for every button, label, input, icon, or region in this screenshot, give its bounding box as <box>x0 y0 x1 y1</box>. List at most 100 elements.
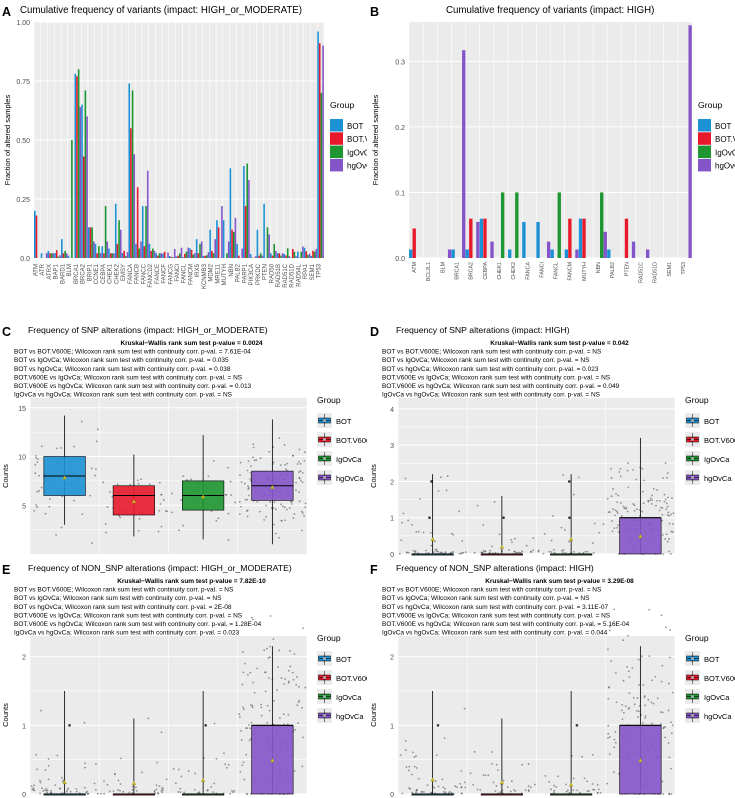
svg-text:PTEN: PTEN <box>624 262 630 276</box>
svg-text:Group: Group <box>317 395 341 405</box>
svg-text:BOT: BOT <box>336 655 352 664</box>
svg-text:PTEN: PTEN <box>263 264 269 280</box>
svg-text:BCL2L1: BCL2L1 <box>426 262 432 281</box>
svg-text:0: 0 <box>22 792 26 798</box>
svg-text:Group: Group <box>330 100 354 110</box>
svg-text:IgOvCa vs hgOvCa; Wilcoxon ran: IgOvCa vs hgOvCa; Wilcoxon rank sum test… <box>14 392 233 399</box>
svg-text:IgOvCa: IgOvCa <box>336 455 362 464</box>
svg-text:FANCA: FANCA <box>128 264 134 284</box>
svg-text:IgOvCa: IgOvCa <box>704 455 730 464</box>
svg-text:BOT.V600E vs IgOvCa; Wilcoxon: BOT.V600E vs IgOvCa; Wilcoxon rank sum t… <box>382 374 611 381</box>
svg-text:hgOvCa: hgOvCa <box>347 162 367 171</box>
svg-text:BRCA1: BRCA1 <box>74 263 80 284</box>
svg-text:IRX5: IRX5 <box>195 263 201 277</box>
svg-text:KCNMB3: KCNMB3 <box>202 263 208 289</box>
svg-text:BLM: BLM <box>440 262 446 273</box>
svg-text:BOT.V600E: BOT.V600E <box>347 135 367 144</box>
svg-text:2: 2 <box>22 655 26 662</box>
svg-text:RAD51C: RAD51C <box>283 263 289 287</box>
svg-text:BOT vs hgOvCa; Wilcoxon rank s: BOT vs hgOvCa; Wilcoxon rank sum test wi… <box>14 366 231 373</box>
svg-text:Fraction of altered samples: Fraction of altered samples <box>371 95 380 186</box>
svg-text:FANCB: FANCB <box>135 264 141 284</box>
svg-text:Kruskal−Wallis rank sum test p: Kruskal−Wallis rank sum test p-value = 0… <box>120 340 262 347</box>
svg-text:Kruskal−Wallis rank sum test p: Kruskal−Wallis rank sum test p-value = 3… <box>485 578 634 585</box>
svg-text:TP53: TP53 <box>317 263 323 278</box>
svg-text:Kruskal−Wallis rank sum test p: Kruskal−Wallis rank sum test p-value = 0… <box>490 340 629 347</box>
svg-text:FANCC: FANCC <box>141 263 147 284</box>
svg-text:hgOvCa: hgOvCa <box>704 712 732 721</box>
svg-text:ATM: ATM <box>412 262 418 273</box>
svg-text:BRIP1: BRIP1 <box>87 263 93 281</box>
svg-text:MUTYH: MUTYH <box>222 264 228 285</box>
svg-text:PALB2: PALB2 <box>236 263 242 282</box>
svg-text:E: E <box>2 563 10 577</box>
svg-text:C: C <box>2 325 11 339</box>
svg-text:15: 15 <box>18 406 26 413</box>
svg-text:SEM1: SEM1 <box>310 263 316 280</box>
svg-text:F: F <box>370 563 378 577</box>
svg-text:BOT vs IgOvCa; Wilcoxon rank s: BOT vs IgOvCa; Wilcoxon rank sum test wi… <box>382 357 590 364</box>
svg-text:RAD54L: RAD54L <box>296 263 302 286</box>
svg-text:PIK3CA: PIK3CA <box>249 264 255 285</box>
svg-text:EMSY: EMSY <box>121 264 127 281</box>
svg-text:ATR: ATR <box>40 263 46 275</box>
svg-text:BARD1: BARD1 <box>60 263 66 284</box>
svg-text:BOT: BOT <box>704 655 720 664</box>
svg-text:5: 5 <box>22 503 26 510</box>
svg-text:BOT vs IgOvCa; Wilcoxon rank s: BOT vs IgOvCa; Wilcoxon rank sum test wi… <box>14 357 229 364</box>
svg-text:hgOvCa: hgOvCa <box>336 712 364 721</box>
svg-text:RAD51D: RAD51D <box>290 263 296 287</box>
svg-text:0.75: 0.75 <box>16 79 30 86</box>
svg-text:hgOvCa: hgOvCa <box>715 162 735 171</box>
svg-text:ATRX: ATRX <box>47 264 53 280</box>
svg-text:Cumulative frequency of varian: Cumulative frequency of variants (impact… <box>20 5 302 16</box>
svg-text:Group: Group <box>317 633 341 643</box>
svg-text:IgOvCa vs hgOvCa; Wilcoxon ran: IgOvCa vs hgOvCa; Wilcoxon rank sum test… <box>382 630 608 637</box>
svg-text:FANCM: FANCM <box>567 262 573 281</box>
svg-text:Frequency of SNP alterations (: Frequency of SNP alterations (impact: HI… <box>28 325 268 335</box>
svg-text:BOT.V600E vs hgOvCa; Wilcoxon: BOT.V600E vs hgOvCa; Wilcoxon rank sum t… <box>14 383 252 390</box>
svg-text:Group: Group <box>685 395 709 405</box>
svg-text:NBN: NBN <box>596 262 602 273</box>
svg-text:0: 0 <box>390 792 394 798</box>
svg-text:A: A <box>2 5 11 19</box>
svg-text:FANCI: FANCI <box>539 262 545 278</box>
svg-text:BOT: BOT <box>704 417 720 426</box>
svg-text:0.3: 0.3 <box>395 59 405 66</box>
svg-text:NBN: NBN <box>229 264 235 277</box>
svg-text:D: D <box>370 325 379 339</box>
svg-text:BRCA2: BRCA2 <box>468 262 474 280</box>
svg-text:BOT.V600E vs IgOvCa; Wilcoxon: BOT.V600E vs IgOvCa; Wilcoxon rank sum t… <box>14 374 243 381</box>
svg-text:0.50: 0.50 <box>16 138 30 145</box>
svg-text:1: 1 <box>390 723 394 730</box>
svg-text:3: 3 <box>390 443 394 450</box>
svg-text:FANCG: FANCG <box>168 264 174 285</box>
svg-text:ATM: ATM <box>33 264 39 276</box>
svg-text:4: 4 <box>390 407 394 414</box>
svg-text:FANCL: FANCL <box>553 262 559 279</box>
svg-text:FANCA: FANCA <box>525 262 531 280</box>
svg-text:BOT: BOT <box>715 122 732 131</box>
svg-text:RAD51C: RAD51C <box>638 262 644 283</box>
svg-text:BOT.V600E vs IgOvCa; Wilcoxon: BOT.V600E vs IgOvCa; Wilcoxon rank sum t… <box>14 612 243 619</box>
svg-text:BOT.V600E vs IgOvCa; Wilcoxon: BOT.V600E vs IgOvCa; Wilcoxon rank sum t… <box>382 612 611 619</box>
svg-text:RAD50: RAD50 <box>269 263 275 283</box>
svg-text:0.0: 0.0 <box>395 256 405 263</box>
svg-text:1.00: 1.00 <box>16 20 30 27</box>
svg-text:BLM: BLM <box>67 264 73 276</box>
svg-text:Cumulative frequency of varian: Cumulative frequency of variants (impact… <box>446 5 654 16</box>
svg-text:BOT.V600E vs hgOvCa; Wilcoxon: BOT.V600E vs hgOvCa; Wilcoxon rank sum t… <box>382 621 630 628</box>
svg-text:Frequency of SNP alterations (: Frequency of SNP alterations (impact: HI… <box>396 325 570 335</box>
svg-text:BRCA1: BRCA1 <box>454 262 460 280</box>
svg-text:IgOvCa: IgOvCa <box>715 148 735 157</box>
svg-text:Counts: Counts <box>369 703 378 727</box>
svg-text:FANCF: FANCF <box>162 264 168 284</box>
svg-text:CHEK2: CHEK2 <box>114 263 120 284</box>
svg-text:Group: Group <box>685 633 709 643</box>
svg-text:PARP1: PARP1 <box>242 263 248 283</box>
svg-text:Counts: Counts <box>1 703 10 727</box>
svg-text:Frequency of NON_SNP alteratio: Frequency of NON_SNP alterations (impact… <box>396 563 594 573</box>
svg-text:PRKDC: PRKDC <box>256 263 262 285</box>
svg-text:BOT.V600E vs hgOvCa; Wilcoxon: BOT.V600E vs hgOvCa; Wilcoxon rank sum t… <box>382 383 620 390</box>
svg-text:BOT.V600E: BOT.V600E <box>704 674 735 683</box>
